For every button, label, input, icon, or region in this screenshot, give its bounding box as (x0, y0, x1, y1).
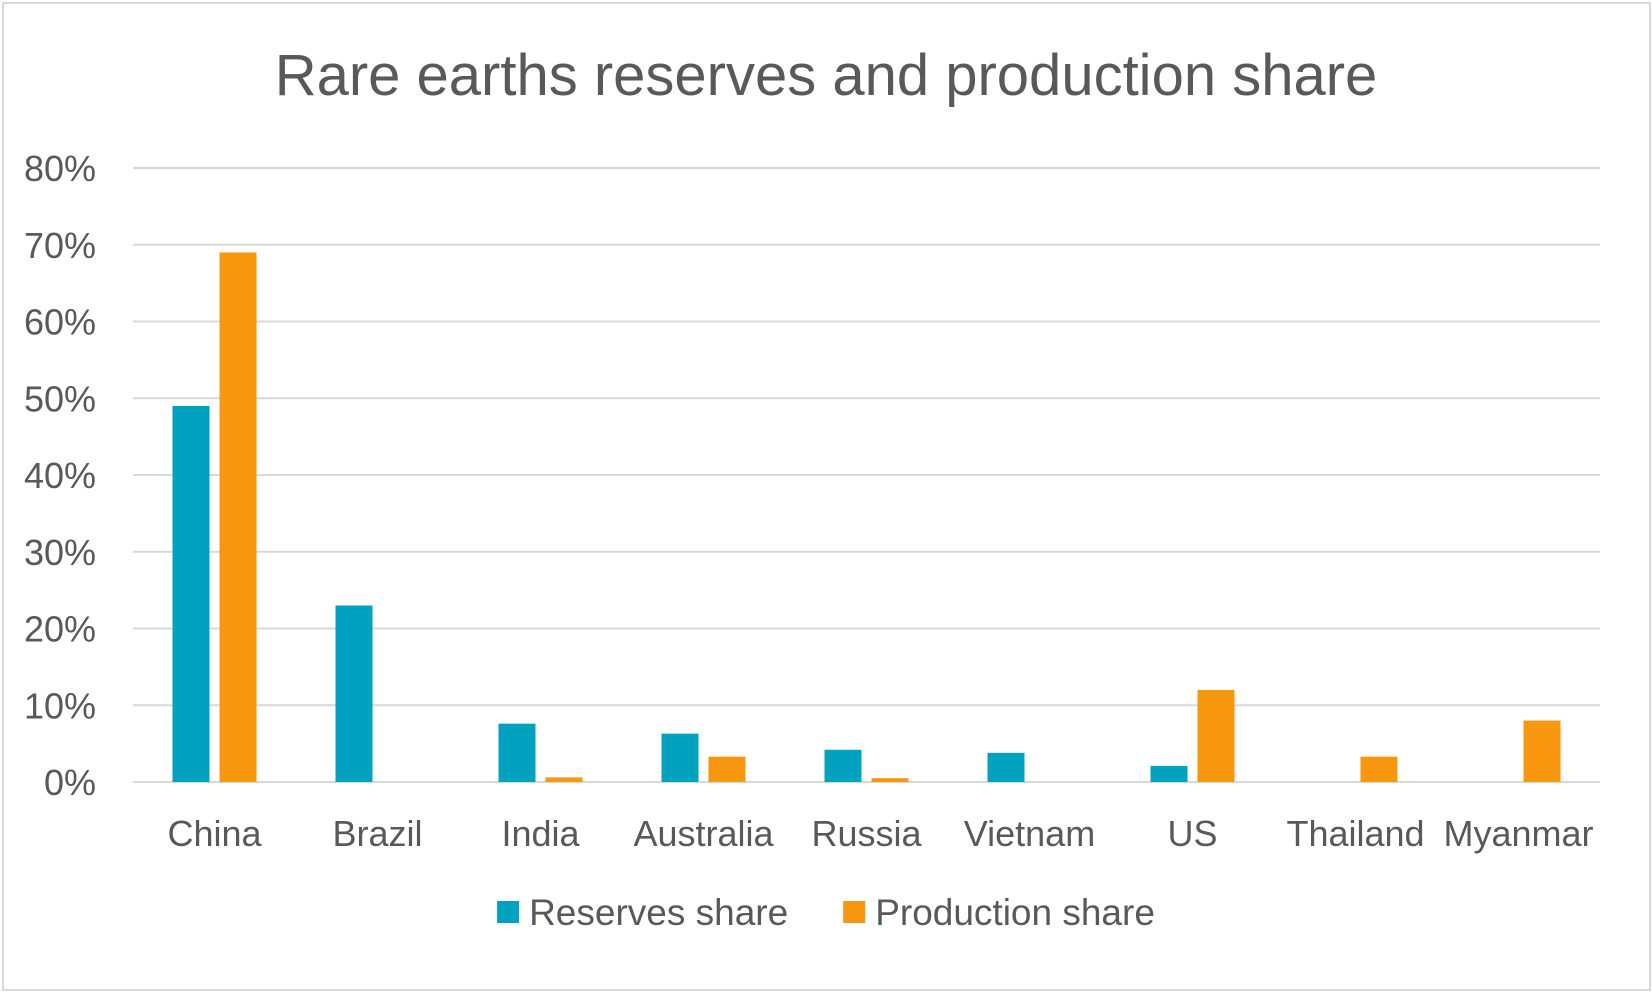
y-tick-label: 10% (24, 685, 96, 726)
bar-production-share-us (1197, 689, 1235, 782)
x-tick-label: Russia (811, 813, 922, 854)
bar-production-share-thailand (1360, 756, 1398, 782)
legend-item-production-share: Production share (843, 892, 1155, 933)
bar-reserves-share-us (1150, 765, 1188, 782)
bar-reserves-share-china (172, 405, 210, 782)
legend-swatch (497, 901, 520, 923)
bar-reserves-share-vietnam (987, 752, 1025, 782)
y-tick-label: 30% (24, 532, 96, 573)
x-tick-label: Australia (633, 813, 774, 854)
x-tick-label: China (167, 813, 262, 854)
y-axis-tick-labels: 0% 10% 20% 30% 40% 50% 60% 70% 80% (24, 148, 96, 803)
bar-production-share-russia (871, 778, 909, 782)
legend-swatch (843, 901, 866, 923)
chart-title: Rare earths reserves and production shar… (275, 43, 1378, 108)
bar-reserves-share-brazil (335, 605, 373, 782)
legend-item-reserves-share: Reserves share (497, 892, 788, 933)
bar-production-share-myanmar (1523, 720, 1561, 782)
x-tick-label: India (501, 813, 580, 854)
bar-production-share-china (219, 252, 257, 783)
legend-label: Production share (875, 892, 1155, 933)
y-tick-label: 70% (24, 225, 96, 266)
legend-label: Reserves share (529, 892, 788, 933)
x-axis-category-labels: China Brazil India Australia Russia Vietnam US… (167, 813, 1593, 854)
bars (172, 252, 1561, 783)
legend: Reserves share Production share (497, 892, 1155, 933)
y-tick-label: 20% (24, 609, 96, 650)
x-tick-label: Myanmar (1443, 813, 1593, 854)
y-tick-label: 0% (44, 762, 96, 803)
y-tick-label: 50% (24, 378, 96, 419)
bar-production-share-australia (708, 756, 746, 782)
bar-reserves-share-australia (661, 733, 699, 782)
x-tick-label: US (1167, 813, 1217, 854)
y-tick-label: 40% (24, 455, 96, 496)
bar-production-share-india (545, 777, 583, 782)
gridlines (133, 167, 1600, 783)
bar-reserves-share-russia (824, 749, 862, 782)
bar-reserves-share-india (498, 723, 536, 782)
y-tick-label: 80% (24, 148, 96, 189)
y-tick-label: 60% (24, 302, 96, 343)
x-tick-label: Vietnam (964, 813, 1095, 854)
x-tick-label: Brazil (332, 813, 422, 854)
x-tick-label: Thailand (1286, 813, 1424, 854)
